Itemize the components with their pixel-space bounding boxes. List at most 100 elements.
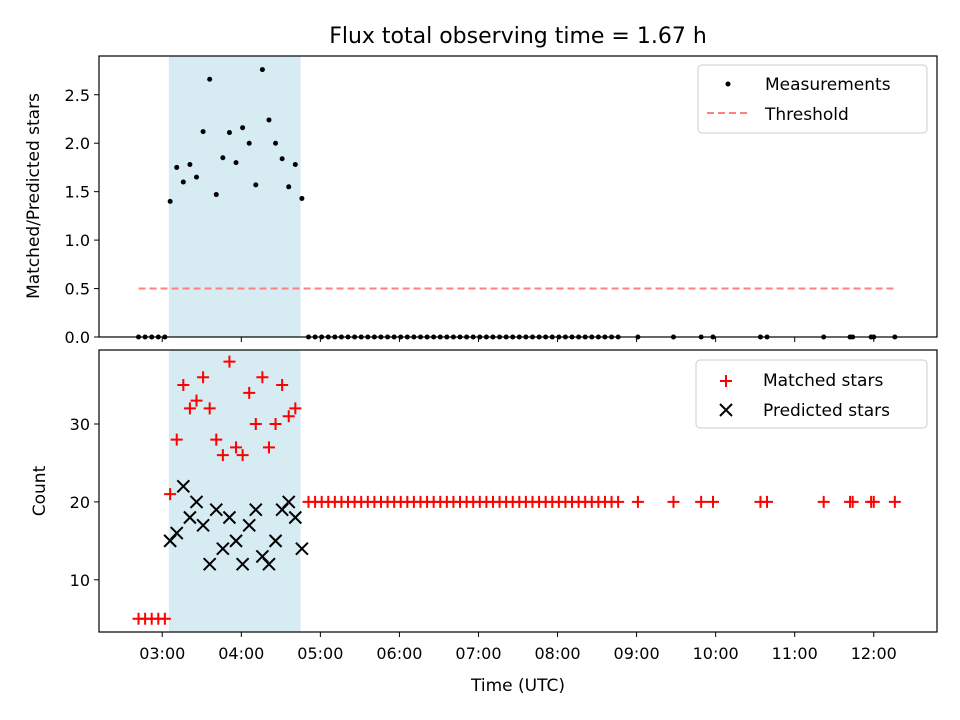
predicted-star-point <box>249 502 263 517</box>
matched-star-point <box>276 379 289 392</box>
top-legend-box <box>697 64 928 134</box>
top-y-ticks: 0.0 0.5 1.0 1.5 2.0 2.5 <box>65 86 99 347</box>
legend-predicted-stars-label: Predicted stars <box>763 401 890 421</box>
legend-threshold-label: Threshold <box>764 105 849 125</box>
x-tick-label: 08:00 <box>534 644 580 663</box>
measurement-point <box>292 162 298 168</box>
predicted-star-point <box>242 518 256 532</box>
measurement-point <box>213 192 219 198</box>
matched-star-point <box>256 371 269 384</box>
legend-matched-stars-label: Matched stars <box>763 371 883 391</box>
measurement-point <box>233 160 239 166</box>
measurement-point <box>259 67 265 73</box>
matched-star-point <box>236 449 249 462</box>
predicted-star-point <box>196 518 210 532</box>
matched-star-point <box>667 495 680 508</box>
matched-star-point <box>177 379 190 392</box>
matched-star-point <box>867 495 880 508</box>
top-y-tick-label: 1.0 <box>65 231 90 250</box>
matched-star-point <box>846 495 859 508</box>
measurement-point <box>226 130 232 136</box>
top-y-tick-label: 2.0 <box>65 134 90 153</box>
x-tick-label: 06:00 <box>376 644 422 663</box>
top-y-tick-label: 2.5 <box>65 86 90 105</box>
x-tick-label: 11:00 <box>772 644 818 663</box>
bottom-plot-marks <box>132 355 901 625</box>
bottom-shaded-interval <box>168 350 301 632</box>
matched-star-point <box>216 449 229 462</box>
predicted-star-point <box>170 526 184 540</box>
x-tick-label: 10:00 <box>693 644 739 663</box>
predicted-star-point <box>262 557 276 571</box>
bottom-x-axis-label: Time (UTC) <box>470 676 565 696</box>
top-legend: Measurements Threshold <box>697 64 928 134</box>
matched-star-point <box>289 402 302 415</box>
legend-matched-stars-marker <box>720 375 732 387</box>
predicted-star-point <box>268 534 283 548</box>
matched-star-point <box>269 418 282 431</box>
legend-measurements-label: Measurements <box>765 75 891 95</box>
top-panel: 0.0 0.5 1.0 1.5 2.0 2.5 Flux total observing … <box>24 24 938 347</box>
matched-star-point <box>203 402 216 415</box>
matched-star-point <box>631 495 644 508</box>
bottom-y-tick-label: 30 <box>70 415 90 434</box>
x-tick-label: 12:00 <box>851 644 897 663</box>
matched-star-point <box>282 410 295 423</box>
matched-star-point <box>262 441 275 454</box>
predicted-star-point <box>295 541 309 556</box>
measurement-point <box>273 140 279 146</box>
predicted-star-point <box>202 557 217 571</box>
measurement-point <box>246 140 252 146</box>
predicted-star-point <box>176 479 191 494</box>
bottom-y-ticks: 10 20 30 <box>70 415 99 590</box>
predicted-star-point <box>282 495 296 509</box>
measurement-point <box>167 198 173 204</box>
bottom-legend-box <box>695 359 928 429</box>
matched-star-point <box>158 612 171 625</box>
top-chart-title: Flux total observing time = 1.67 h <box>329 24 707 49</box>
top-shaded-interval <box>168 56 301 337</box>
matched-star-point <box>249 418 262 431</box>
predicted-star-point <box>235 557 250 571</box>
bottom-x-ticks: 03:00 04:00 05:00 06:00 07:00 08:00 09:00 10:00… <box>139 632 897 663</box>
measurement-point <box>279 156 285 162</box>
matched-star-point <box>695 495 708 508</box>
measurement-point <box>299 195 305 201</box>
matched-star-point <box>888 495 901 508</box>
bottom-axes-frame <box>98 349 938 633</box>
predicted-star-point <box>216 541 230 556</box>
measurement-point <box>240 125 246 131</box>
x-tick-label: 03:00 <box>139 644 185 663</box>
matched-star-point <box>170 433 183 446</box>
x-tick-label: 05:00 <box>297 644 343 663</box>
predicted-star-point <box>209 502 223 517</box>
x-tick-label: 09:00 <box>614 644 660 663</box>
top-y-axis-label: Matched/Predicted stars <box>24 93 44 299</box>
matched-star-point <box>612 495 625 508</box>
top-y-tick-label: 0.0 <box>65 328 90 347</box>
predicted-star-point <box>189 495 204 509</box>
measurement-point <box>286 184 292 190</box>
measurement-point <box>207 76 213 82</box>
matched-star-point <box>197 371 210 384</box>
predicted-star-point <box>229 534 243 548</box>
measurement-point <box>266 117 272 123</box>
top-y-tick-label: 0.5 <box>65 280 90 299</box>
matched-star-point <box>230 441 243 454</box>
top-x-ticks <box>161 337 875 342</box>
measurement-point <box>180 179 186 185</box>
measurement-point <box>187 162 193 168</box>
bottom-panel: 10 20 30 03:00 04:00 05:00 06:00 07:00 08:00 09:… <box>30 349 938 696</box>
matched-star-point <box>707 495 720 508</box>
x-tick-label: 04:00 <box>218 644 264 663</box>
matched-star-point <box>761 495 774 508</box>
measurement-point <box>174 164 180 170</box>
measurement-point <box>200 129 206 135</box>
matched-star-point <box>164 488 177 501</box>
matched-star-point <box>223 355 236 368</box>
top-axes-frame <box>98 55 938 338</box>
matched-star-point <box>210 433 223 446</box>
predicted-star-point <box>183 510 197 525</box>
matched-star-point <box>190 394 203 407</box>
